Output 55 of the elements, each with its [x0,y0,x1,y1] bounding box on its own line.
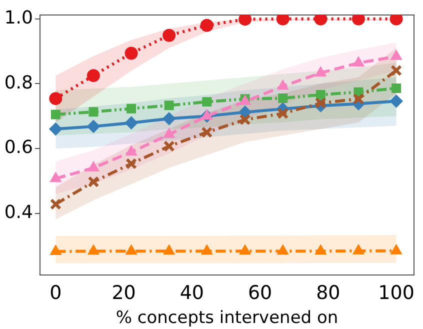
y-tick-label: 0.8 [4,72,33,94]
point [50,198,62,210]
point [352,244,364,254]
point [392,83,402,93]
point [202,97,212,107]
x-tick-label: 40 [180,282,204,304]
point [86,69,100,82]
point [163,244,175,255]
point [314,244,326,255]
point [126,146,137,156]
point [201,110,213,120]
point [88,107,98,117]
point [162,112,176,126]
point [164,100,174,110]
point [277,108,289,120]
point [86,120,100,133]
point [49,122,62,136]
point [390,94,403,108]
point [201,244,213,255]
y-tick-label: 0.6 [4,137,33,158]
x-tick-label: 20 [112,282,136,304]
point [88,176,100,188]
point [50,244,62,255]
point [163,140,175,152]
point [49,92,62,106]
point [239,244,251,255]
x-tick-label: 80 [316,282,340,304]
point [50,172,62,182]
point [238,15,252,26]
point [239,114,251,126]
point [316,90,326,100]
point [124,116,138,130]
point [278,94,288,103]
y-tick-label: 0.4 [4,202,33,223]
point [390,64,402,76]
x-tick-label: 100 [378,282,414,304]
point [352,93,364,105]
point [200,18,214,32]
point [390,244,402,254]
point [314,97,326,109]
point [163,128,175,138]
point [126,158,138,170]
point [126,104,136,114]
x-tick-label: 60 [248,282,272,304]
point [124,46,138,60]
x-axis-title: % concepts intervened on [116,308,338,328]
y-tick-label: 1.0 [4,8,33,29]
point [201,126,213,138]
x-tick-label: 0 [50,282,62,304]
point [126,244,137,255]
point [88,161,100,172]
point [162,28,176,42]
point [50,110,60,120]
point [88,244,100,255]
point [277,244,289,255]
